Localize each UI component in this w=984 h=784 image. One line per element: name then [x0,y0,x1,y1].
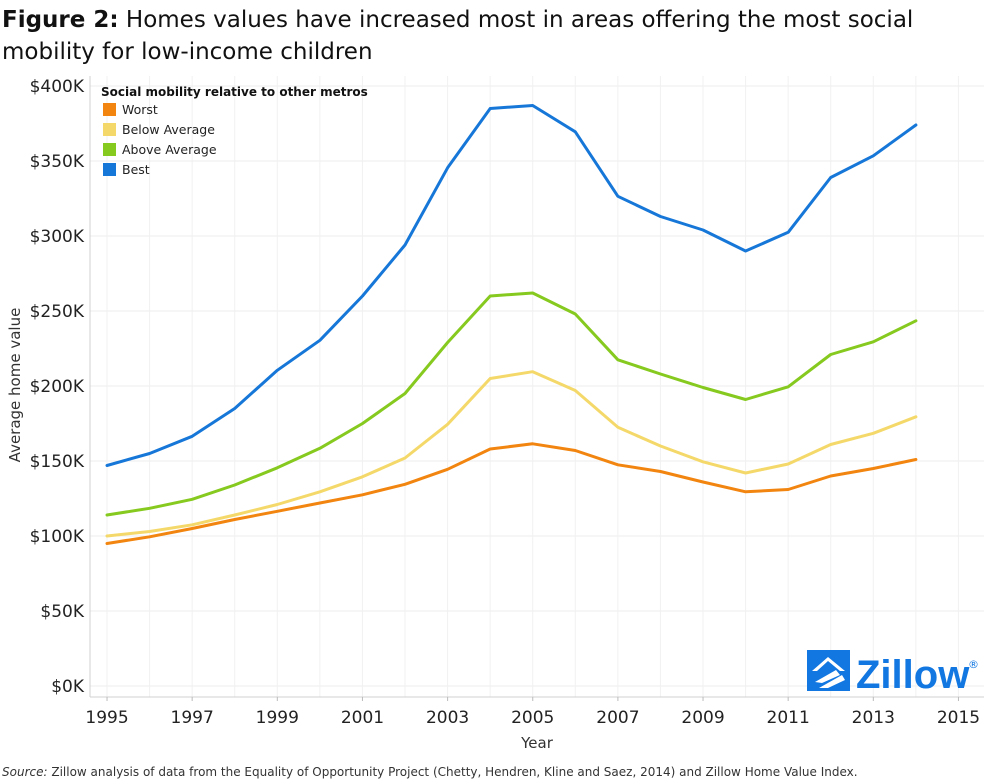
y-tick-label: $100K [30,527,85,547]
series-line-below-average [105,370,918,538]
zillow-logo: Zillow ® [807,650,979,697]
legend-swatch [103,123,116,136]
x-tick-label: 2007 [596,708,639,728]
figure-title-text: Homes values have increased most in area… [2,7,914,65]
x-tick-label: 2009 [681,708,724,728]
zillow-registered-mark: ® [968,658,979,671]
x-tick-label: 2005 [511,708,554,728]
legend-label: Below Average [122,122,215,137]
series-line-best [105,104,918,467]
y-tick-label: $200K [30,377,85,397]
x-axis-ticks: 1995 1997 1999 2001 2003 2005 2007 2009 2011 2013… [85,697,980,728]
zillow-wordmark: Zillow [856,653,970,697]
x-tick-label: 1995 [85,708,128,728]
legend-title: Social mobility relative to other metros [101,85,368,99]
source-note: Source: Zillow analysis of data from the… [2,765,858,779]
figure-label: Figure 2: [2,7,119,33]
y-tick-label: $300K [30,227,85,247]
series-lines [105,104,918,545]
x-tick-label: 1999 [256,708,299,728]
x-tick-label: 2011 [767,708,810,728]
series-line-above-average [105,291,918,517]
x-tick-label: 2003 [426,708,469,728]
y-axis-ticks: $0K $50K $100K $150K $200K $250K $300K $350K $40… [30,77,85,697]
gridlines [90,76,984,697]
x-tick-label: 1997 [171,708,214,728]
legend-label: Best [122,162,150,177]
y-tick-label: $50K [40,602,84,622]
legend-swatch [103,103,116,116]
series-line-worst [105,442,918,545]
legend-label: Above Average [122,142,217,157]
y-tick-label: $0K [51,677,85,697]
x-tick-label: 2015 [937,708,980,728]
legend: Social mobility relative to other metros… [101,85,368,177]
source-text: Zillow analysis of data from the Equalit… [51,765,858,779]
y-tick-label: $350K [30,152,85,172]
legend-swatch [103,163,116,176]
y-axis-label: Average home value [6,308,24,463]
x-tick-label: 2001 [341,708,384,728]
chart-title: Figure 2: Homes values have increased mo… [2,4,982,68]
source-label: Source: [2,765,48,779]
y-tick-label: $250K [30,302,85,322]
legend-label: Worst [122,102,158,117]
y-tick-label: $150K [30,452,85,472]
x-tick-label: 2013 [852,708,895,728]
legend-swatch [103,143,116,156]
x-axis-label: Year [520,734,554,752]
y-tick-label: $400K [30,77,85,97]
zillow-house-icon [812,657,845,671]
axes [89,76,984,698]
